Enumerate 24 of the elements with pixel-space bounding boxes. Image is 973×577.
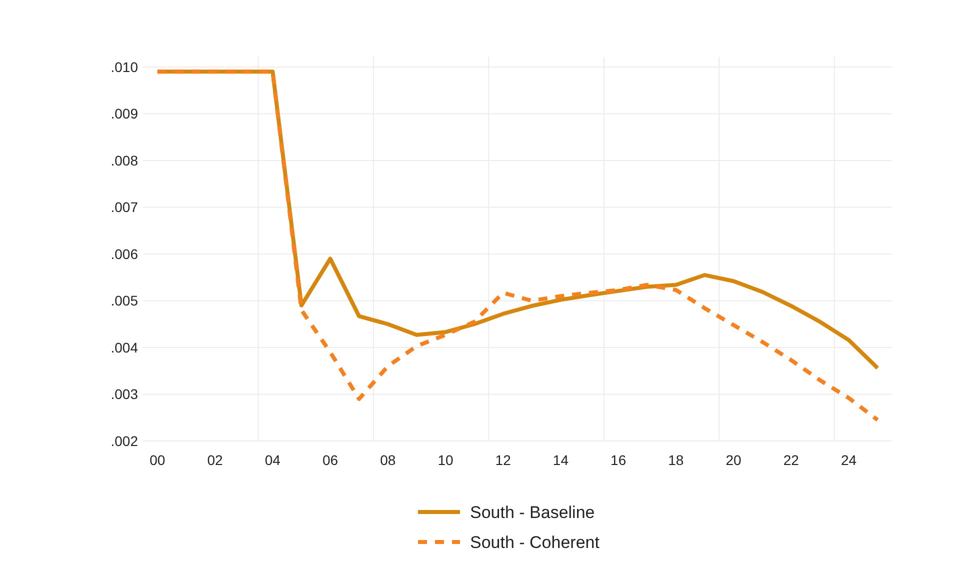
y-tick-label: .010 — [110, 58, 138, 75]
x-tick-label: 06 — [322, 452, 338, 468]
y-tick-label: .009 — [110, 106, 138, 122]
x-tick-label: 00 — [150, 452, 166, 468]
x-tick-label: 22 — [783, 452, 800, 468]
x-tick-label: 24 — [841, 452, 857, 468]
x-tick-label: 14 — [552, 452, 569, 468]
y-tick-label: .004 — [110, 339, 138, 356]
y-tick-label: .006 — [110, 246, 138, 262]
y-tick-label: .005 — [110, 292, 138, 309]
x-tick-label: 12 — [495, 452, 512, 468]
x-tick-label: 04 — [264, 452, 281, 468]
x-tick-label: 10 — [438, 452, 454, 468]
y-tick-label: .003 — [110, 386, 138, 402]
legend-label: South - Baseline — [470, 502, 595, 522]
x-tick-label: 02 — [207, 452, 224, 468]
y-tick-label: .002 — [110, 432, 138, 449]
legend-label: South - Coherent — [470, 532, 600, 552]
x-tick-label: 18 — [668, 452, 684, 468]
x-tick-label: 20 — [726, 452, 742, 468]
x-tick-label: 08 — [380, 452, 396, 468]
y-tick-label: .007 — [110, 199, 138, 216]
x-tick-label: 16 — [610, 452, 626, 468]
y-tick-label: .008 — [110, 152, 138, 168]
